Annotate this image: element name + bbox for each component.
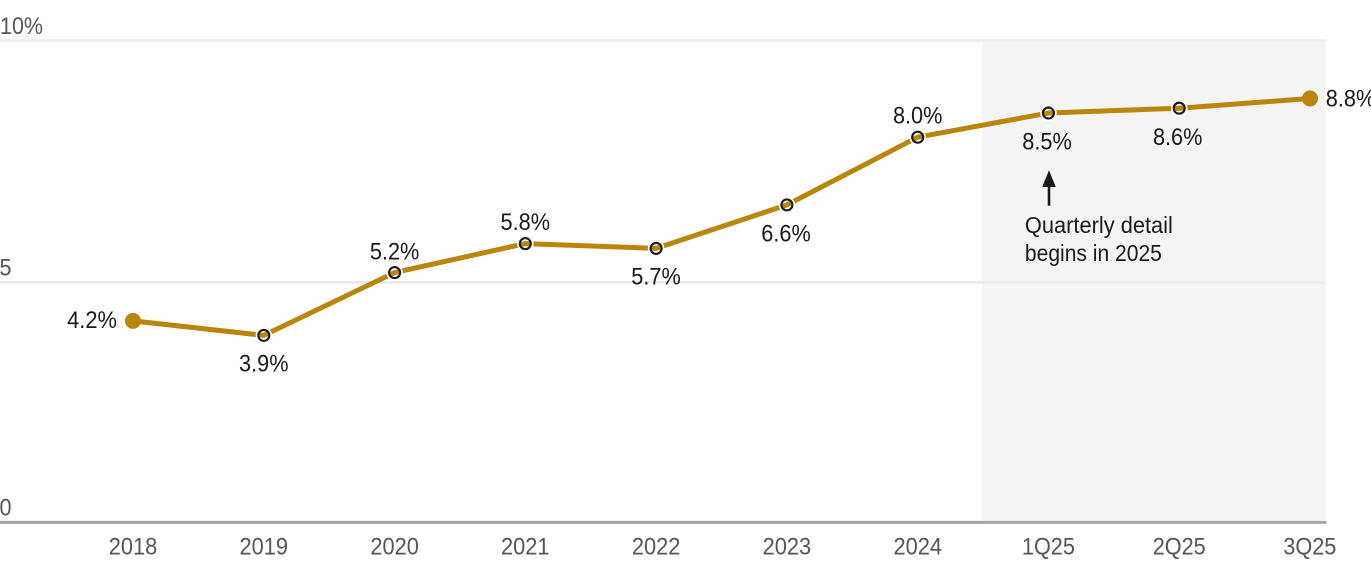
svg-text:5.2%: 5.2% (370, 238, 420, 265)
svg-text:4.2%: 4.2% (67, 307, 117, 334)
svg-text:2020: 2020 (370, 533, 419, 560)
svg-text:8.5%: 8.5% (1022, 129, 1072, 156)
svg-text:2022: 2022 (632, 533, 681, 560)
svg-text:2024: 2024 (893, 533, 942, 560)
svg-text:1Q25: 1Q25 (1022, 533, 1075, 560)
svg-text:8.0%: 8.0% (893, 102, 943, 129)
svg-text:10%: 10% (0, 13, 43, 40)
svg-text:2Q25: 2Q25 (1153, 533, 1206, 560)
svg-text:8.8%: 8.8% (1326, 85, 1371, 112)
svg-text:2019: 2019 (240, 533, 289, 560)
svg-text:6.6%: 6.6% (761, 221, 811, 248)
svg-text:3Q25: 3Q25 (1283, 533, 1336, 560)
svg-text:5.8%: 5.8% (501, 209, 551, 236)
svg-text:0: 0 (0, 495, 12, 522)
svg-text:5: 5 (0, 255, 12, 282)
svg-text:2018: 2018 (109, 533, 158, 560)
svg-text:3.9%: 3.9% (239, 351, 289, 378)
svg-text:Quarterly detail: Quarterly detail (1025, 212, 1173, 238)
svg-text:5.7%: 5.7% (631, 264, 681, 291)
svg-text:8.6%: 8.6% (1153, 124, 1203, 151)
svg-text:begins in 2025: begins in 2025 (1025, 240, 1162, 266)
svg-text:2023: 2023 (763, 533, 812, 560)
svg-text:2021: 2021 (501, 533, 550, 560)
